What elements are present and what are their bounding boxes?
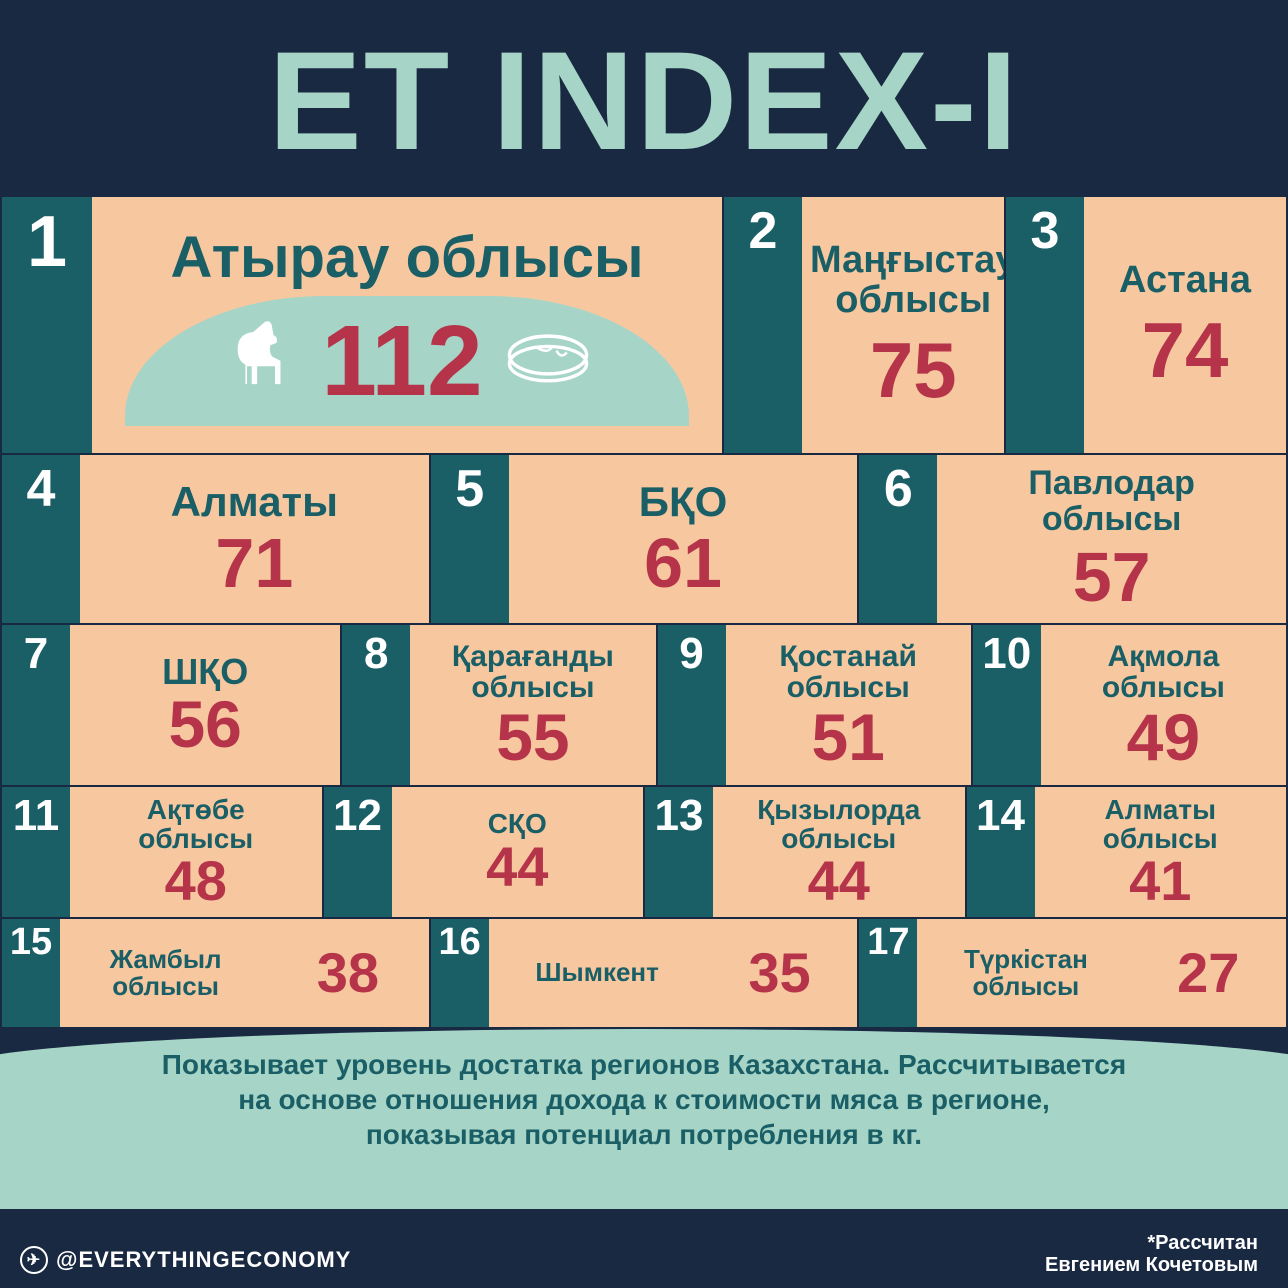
channel-handle: @EVERYTHINGECONOMY <box>56 1247 351 1273</box>
page-title: ET INDEX-I <box>0 0 1288 197</box>
region-name: Шымкент <box>535 959 658 986</box>
index-value: 35 <box>748 945 810 1001</box>
rank-number: 14 <box>967 787 1035 917</box>
rank-card: 11 Ақтөбе облысы48 <box>2 787 322 917</box>
region-name: Алматы облысы <box>1103 795 1218 854</box>
rank-number: 6 <box>859 455 937 623</box>
index-value: 74 <box>1142 311 1229 389</box>
rank-number: 16 <box>431 919 489 1027</box>
region-name: Қостанай облысы <box>779 641 917 704</box>
rank-card: 4 Алматы71 <box>2 455 429 623</box>
ranking-grid: 1 Атырау облысы 112 2 Маңғыстау облысы 7… <box>0 197 1288 1027</box>
rank-card: 17 Түркістан облысы 27 <box>859 919 1286 1027</box>
rank-number: 17 <box>859 919 917 1027</box>
index-value: 112 <box>321 311 482 411</box>
region-name: Маңғыстау облысы <box>810 241 1004 321</box>
index-value: 51 <box>811 704 884 770</box>
rank-number: 10 <box>973 625 1041 785</box>
index-value: 55 <box>496 704 569 770</box>
rank-card: 15 Жамбыл облысы 38 <box>2 919 429 1027</box>
rank-card: 12 СҚО44 <box>324 787 644 917</box>
rank-number: 12 <box>324 787 392 917</box>
index-value: 38 <box>317 945 379 1001</box>
index-value: 75 <box>870 331 957 409</box>
index-value: 71 <box>215 528 293 598</box>
rank-card: 3 Астана 74 <box>1006 197 1286 453</box>
rank-number: 1 <box>2 197 92 453</box>
telegram-icon: ✈ <box>20 1246 48 1274</box>
featured-bubble: 112 <box>125 296 690 426</box>
rank-card: 9 Қостанай облысы51 <box>658 625 971 785</box>
region-name: Павлодар облысы <box>1028 466 1195 537</box>
region-name: ШҚО <box>162 653 248 691</box>
region-name: Астана <box>1119 261 1251 301</box>
region-name: Қарағанды облысы <box>452 641 614 704</box>
rank-card: 13 Қызылорда облысы44 <box>645 787 965 917</box>
rank-number: 3 <box>1006 197 1084 453</box>
region-name: Қызылорда облысы <box>757 795 920 854</box>
region-name: Алматы <box>171 480 338 524</box>
rank-card: 5 БҚО61 <box>431 455 858 623</box>
rank-card: 2 Маңғыстау облысы 75 <box>724 197 1004 453</box>
rank-number: 7 <box>2 625 70 785</box>
rank-card: 8 Қарағанды облысы55 <box>342 625 655 785</box>
rank-number: 9 <box>658 625 726 785</box>
region-name: Ақтөбе облысы <box>138 795 253 854</box>
rank-number: 11 <box>2 787 70 917</box>
index-value: 48 <box>165 853 227 909</box>
region-name: Жамбыл облысы <box>110 946 222 1001</box>
index-value: 56 <box>168 691 241 757</box>
horse-icon <box>221 318 301 405</box>
rank-number: 2 <box>724 197 802 453</box>
credit-author: Евгением Кочетовым <box>1045 1254 1258 1276</box>
channel-link[interactable]: ✈ @EVERYTHINGECONOMY <box>20 1246 351 1274</box>
rank-card: 7 ШҚО56 <box>2 625 340 785</box>
rank-card: 10 Ақмола облысы49 <box>973 625 1286 785</box>
region-name: БҚО <box>639 480 728 524</box>
rank-card: 1 Атырау облысы 112 <box>2 197 722 453</box>
meat-icon <box>503 320 593 402</box>
rank-number: 13 <box>645 787 713 917</box>
rank-number: 15 <box>2 919 60 1027</box>
index-value: 49 <box>1127 704 1200 770</box>
index-value: 44 <box>808 853 870 909</box>
index-value: 57 <box>1073 542 1151 612</box>
index-value: 41 <box>1129 853 1191 909</box>
region-name: Түркістан облысы <box>964 946 1088 1001</box>
index-value: 44 <box>486 839 548 895</box>
rank-card: 16 Шымкент 35 <box>431 919 858 1027</box>
index-value: 27 <box>1177 945 1239 1001</box>
rank-card: 6 Павлодар облысы57 <box>859 455 1286 623</box>
rank-number: 5 <box>431 455 509 623</box>
region-name: Ақмола облысы <box>1102 641 1225 704</box>
index-value: 61 <box>644 528 722 598</box>
footer: Показывает уровень достатка регионов Каз… <box>0 1029 1288 1158</box>
rank-number: 4 <box>2 455 80 623</box>
rank-number: 8 <box>342 625 410 785</box>
credits: *Рассчитан Евгением Кочетовым <box>1045 1232 1258 1276</box>
credit-prefix: *Рассчитан <box>1045 1232 1258 1254</box>
rank-card: 14 Алматы облысы41 <box>967 787 1287 917</box>
description-text: Показывает уровень достатка регионов Каз… <box>40 1047 1248 1152</box>
region-name: Атырау облысы <box>170 228 643 289</box>
